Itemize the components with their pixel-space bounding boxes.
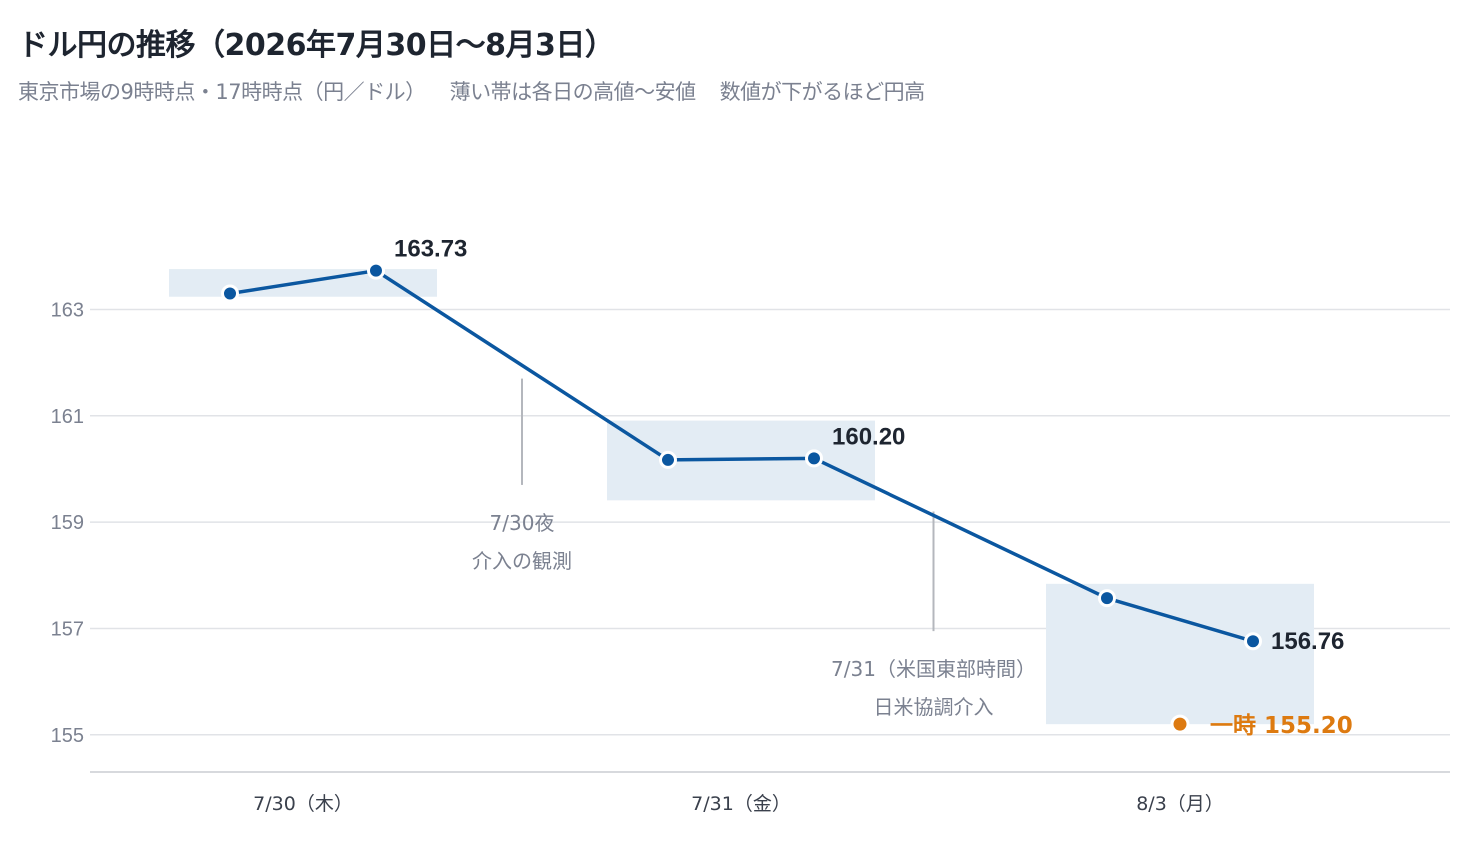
data-point bbox=[659, 450, 677, 469]
chart-title: ドル円の推移（2026年7月30日〜8月3日） bbox=[18, 28, 615, 63]
y-tick-label: 163 bbox=[51, 299, 84, 321]
y-tick-label: 159 bbox=[51, 512, 84, 534]
chart-subtitle: 東京市場の9時時点・17時時点（円／ドル） 薄い帯は各日の高値〜安値 数値が下がるほ… bbox=[18, 76, 925, 106]
y-tick-label: 155 bbox=[51, 725, 84, 747]
annotation-text: 7/31（米国東部時間） bbox=[831, 657, 1036, 681]
data-label: 160.20 bbox=[832, 423, 905, 450]
x-tick-label: 7/31（金） bbox=[691, 793, 791, 815]
data-point bbox=[221, 284, 239, 303]
annotation-text: 7/30夜 bbox=[490, 511, 555, 535]
data-label: 156.76 bbox=[1271, 628, 1344, 655]
day-range-band bbox=[1046, 583, 1314, 725]
y-tick-label: 157 bbox=[51, 618, 84, 640]
intraday-low-label: 一時 155.20 bbox=[1210, 713, 1353, 739]
subtitle-part-unit: 東京市場の9時時点・17時時点（円／ドル） bbox=[18, 80, 426, 104]
subtitle-part-direction: 数値が下がるほど円高 bbox=[719, 80, 926, 104]
x-tick-label: 8/3（月） bbox=[1136, 793, 1224, 815]
data-point bbox=[367, 261, 385, 280]
subtitle-part-band: 薄い帯は各日の高値〜安値 bbox=[449, 80, 697, 104]
annotation-text: 日米協調介入 bbox=[874, 695, 994, 719]
data-label: 163.73 bbox=[394, 236, 467, 263]
data-point bbox=[1098, 589, 1116, 608]
y-tick-label: 161 bbox=[51, 406, 84, 428]
data-point bbox=[1244, 632, 1262, 651]
annotation-text: 介入の観測 bbox=[472, 549, 572, 573]
data-point bbox=[805, 449, 823, 468]
series-line bbox=[229, 268, 1254, 643]
intraday-low-point bbox=[1170, 714, 1190, 734]
x-tick-label: 7/30（木） bbox=[253, 793, 353, 815]
